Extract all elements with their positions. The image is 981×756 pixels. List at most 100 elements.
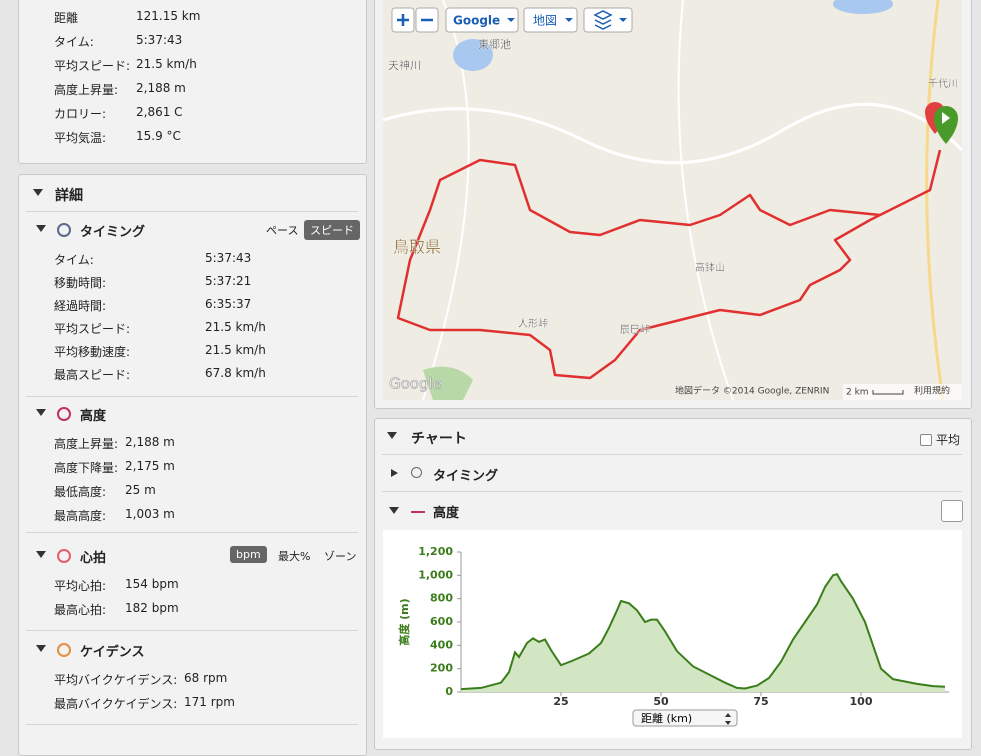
map-button-label: Google <box>453 14 500 28</box>
detail-value: 171 rpm <box>184 695 235 709</box>
y-axis-label: 高度 (m) <box>397 598 411 645</box>
zoom-in-button[interactable] <box>391 7 415 33</box>
disclosure-triangle[interactable] <box>389 507 399 514</box>
zoom-out-button[interactable] <box>415 7 439 33</box>
detail-value: 154 bpm <box>125 577 179 591</box>
map-label: 東郷池 <box>478 37 511 51</box>
summary-label: 平均気温: <box>54 131 107 145</box>
map-label: 千代川 <box>928 78 958 90</box>
summary-label: 高度上昇量: <box>54 83 119 97</box>
layers-button[interactable] <box>583 7 633 33</box>
detail-label: 最高高度: <box>54 509 107 523</box>
tab[interactable]: スピード <box>304 220 360 240</box>
section-icon <box>57 223 71 237</box>
chart-section[interactable]: タイミング <box>433 469 499 484</box>
expand-button[interactable] <box>941 500 963 522</box>
map-label: 鳥取県 <box>393 238 441 257</box>
summary-label: タイム: <box>54 35 94 49</box>
elevation-chart: 高度 (m) 距離 (km) 0 200 400 600 800 1,000 1,200 25… <box>383 530 962 738</box>
x-axis-selector[interactable] <box>632 709 738 727</box>
tab[interactable]: bpm <box>230 546 267 563</box>
y-tick-label: 1,200 <box>418 545 453 558</box>
provider-button[interactable] <box>445 7 519 33</box>
detail-label: 最高バイクケイデンス: <box>54 697 178 711</box>
summary-label: 平均スピード: <box>54 59 131 73</box>
section-title: タイミング <box>80 225 146 240</box>
summary-value: 21.5 km/h <box>136 57 197 71</box>
detail-value: 2,188 m <box>125 435 175 449</box>
detail-value: 5:37:43 <box>205 251 252 265</box>
disclosure-triangle[interactable] <box>391 469 398 477</box>
detail-label: 平均バイクケイデンス: <box>54 673 178 687</box>
disclosure-triangle[interactable] <box>33 189 43 196</box>
detail-value: 67.8 km/h <box>205 366 266 380</box>
detail-value: 5:37:21 <box>205 274 252 288</box>
y-tick-label: 400 <box>430 638 453 651</box>
detail-label: 平均心拍: <box>54 579 107 593</box>
detail-label: 高度下降量: <box>54 461 119 475</box>
summary-label: カロリー: <box>54 107 107 121</box>
summary-value: 15.9 °C <box>136 129 181 143</box>
summary-value: 121.15 km <box>136 9 201 23</box>
disclosure-triangle[interactable] <box>36 409 46 416</box>
y-tick-label: 200 <box>430 662 453 675</box>
detail-label: 経過時間: <box>54 299 107 313</box>
x-axis-label: 距離 (km) <box>641 711 692 725</box>
detail-label: タイム: <box>54 253 94 267</box>
x-tick-label: 25 <box>553 695 568 708</box>
summary-label: 距離 <box>54 11 79 25</box>
detail-label: 移動時間: <box>54 276 107 290</box>
y-tick-label: 0 <box>445 685 453 698</box>
disclosure-triangle[interactable] <box>387 432 397 439</box>
average-label: 平均 <box>936 433 961 447</box>
separator <box>26 724 358 725</box>
charts-title: チャート <box>411 431 467 447</box>
map-scale: 2 km <box>846 388 869 398</box>
section-title: ケイデンス <box>80 645 145 660</box>
detail-value: 68 rpm <box>184 671 228 685</box>
map-terms: 利用規約 <box>914 385 950 397</box>
average-checkbox[interactable] <box>920 434 932 446</box>
map-type-button[interactable] <box>523 7 578 33</box>
detail-value: 6:35:37 <box>205 297 252 311</box>
tab[interactable]: ペース <box>266 224 299 237</box>
map-label: 高鉢山 <box>695 261 725 274</box>
y-tick-label: 1,000 <box>418 568 453 581</box>
detail-value: 21.5 km/h <box>205 343 266 357</box>
separator <box>26 532 358 533</box>
elevation-area <box>461 574 945 692</box>
disclosure-triangle[interactable] <box>36 225 46 232</box>
separator <box>382 454 962 455</box>
summary-value: 2,861 C <box>136 105 183 119</box>
disclosure-triangle[interactable] <box>36 551 46 558</box>
separator <box>26 630 358 631</box>
y-tick-label: 800 <box>430 592 453 605</box>
x-tick-label: 50 <box>653 695 669 708</box>
map-attribution: 地図データ ©2014 Google, ZENRIN <box>675 385 829 397</box>
detail-label: 高度上昇量: <box>54 437 119 451</box>
x-tick-label: 75 <box>753 695 768 708</box>
separator <box>26 211 358 212</box>
details-title: 詳細 <box>55 188 83 204</box>
page: Google 地図東郷池天神川鳥取県高鉢山人形峠辰巳峠 千代川地図データ ©2014… <box>18 0 972 756</box>
y-tick-label: 600 <box>430 615 453 628</box>
elevation-line <box>460 572 946 691</box>
map-label: 人形峠 <box>518 318 548 330</box>
map-button-label: 地図 <box>533 14 557 28</box>
separator <box>382 491 962 492</box>
tab[interactable]: ゾーン <box>324 550 357 563</box>
detail-label: 最低高度: <box>54 485 107 499</box>
tab[interactable]: 最大% <box>278 550 311 563</box>
detail-value: 21.5 km/h <box>205 320 266 334</box>
chart-section[interactable]: 高度 <box>433 506 460 521</box>
separator <box>26 396 358 397</box>
disclosure-triangle[interactable] <box>36 645 46 652</box>
detail-label: 平均スピード: <box>54 322 131 336</box>
section-title: 高度 <box>80 409 107 424</box>
detail-value: 2,175 m <box>125 459 175 473</box>
map-label: 辰巳峠 <box>620 324 650 336</box>
detail-label: 平均移動速度: <box>54 345 131 359</box>
section-title: 心拍 <box>80 551 107 566</box>
map-label: 天神川 <box>388 58 421 72</box>
